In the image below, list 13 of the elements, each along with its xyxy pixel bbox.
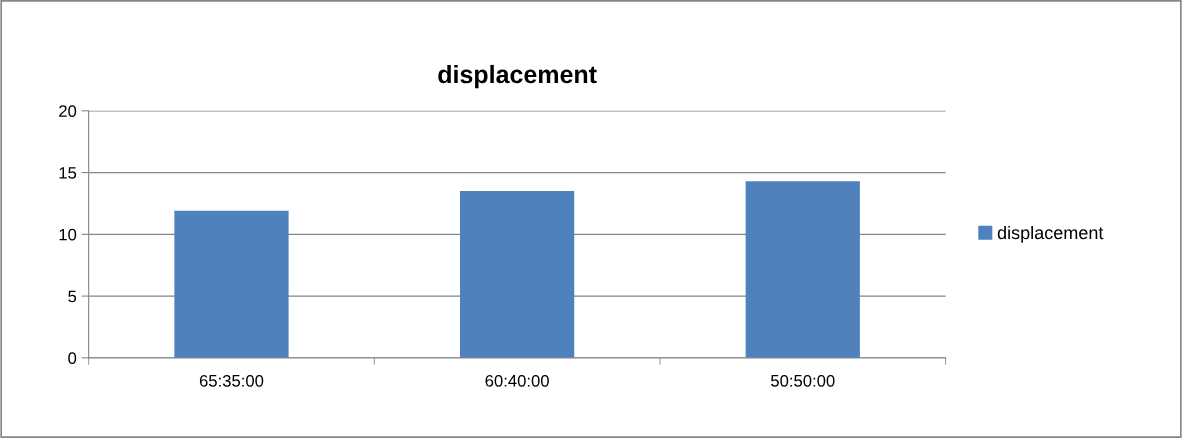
y-tick-label: 15 (59, 167, 77, 179)
bar (174, 210, 289, 358)
y-tick-label: 20 (59, 105, 77, 118)
x-tick-label: 60:40:00 (485, 374, 549, 387)
legend-label: displacement (997, 225, 1104, 243)
y-tick-label: 10 (59, 228, 77, 241)
bar (460, 191, 575, 358)
x-tick-label: 65:35:00 (199, 374, 264, 387)
x-tick-label: 50:50:00 (771, 374, 835, 387)
y-tick-label: 5 (68, 290, 77, 303)
bar (745, 181, 860, 358)
y-tick-label: 0 (68, 352, 77, 365)
chart-title: displacement (438, 64, 597, 89)
